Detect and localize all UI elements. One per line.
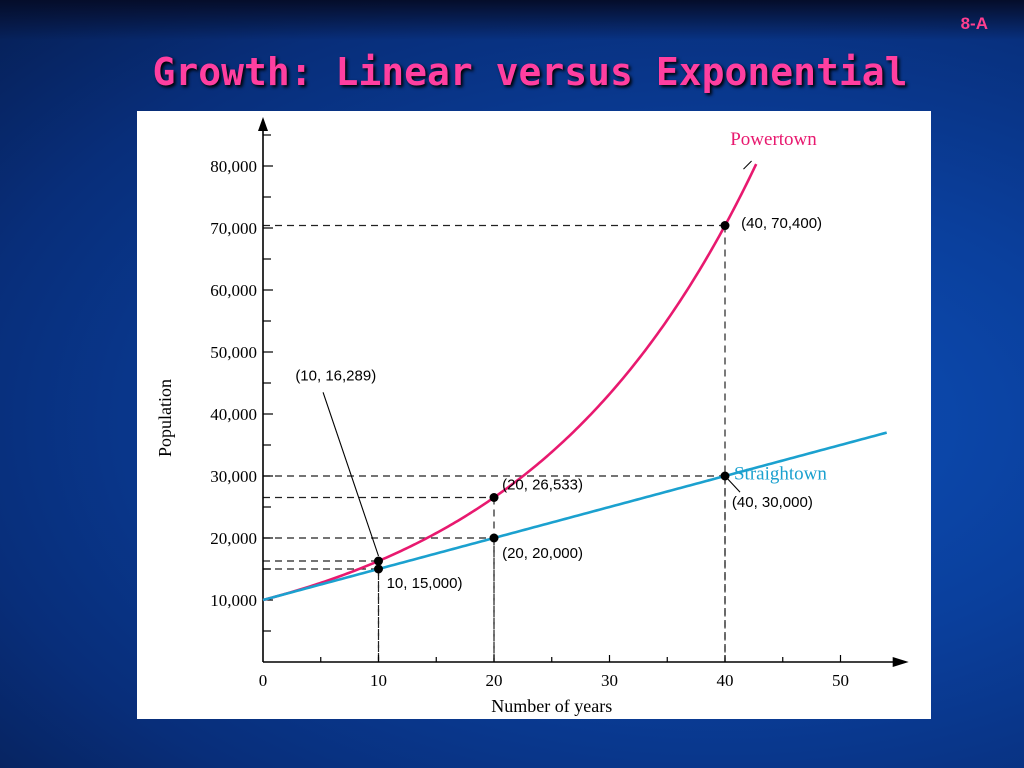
axes: 0 10 20 30 40 50 10,000 20,000 30,000 40,000 50,00…: [155, 117, 909, 716]
y-tick-label: 50,000: [210, 343, 257, 362]
series-label-powertown: Powertown: [730, 129, 817, 150]
leader-powertown: [743, 160, 752, 170]
point-label: (40, 70,400): [741, 215, 822, 232]
x-tick-label: 50: [832, 671, 849, 690]
x-tick-label: 20: [486, 671, 503, 690]
point-label-leader: [322, 392, 380, 557]
points-layer: [374, 221, 730, 574]
point-label: (10, 16,289): [295, 368, 376, 385]
data-point: [720, 471, 730, 481]
series-layer: [262, 163, 888, 602]
y-tick-label: 70,000: [210, 219, 257, 238]
x-axis-label: Number of years: [491, 696, 612, 716]
x-tick-label: 40: [717, 671, 734, 690]
y-tick-label: 80,000: [210, 157, 257, 176]
x-tick-label: 0: [259, 671, 268, 690]
slide-title: Growth: Linear versus Exponential: [152, 50, 908, 94]
x-tick-label: 30: [601, 671, 618, 690]
y-tick-label: 60,000: [210, 281, 257, 300]
y-tick-label: 10,000: [210, 591, 257, 610]
y-tick-label: 40,000: [210, 405, 257, 424]
point-label: (20, 26,533): [502, 477, 583, 494]
y-axis-label: Population: [155, 379, 175, 457]
data-point: [374, 564, 383, 574]
chart-panel: 0 10 20 30 40 50 10,000 20,000 30,000 40,000 50,00…: [137, 111, 931, 719]
y-axis-arrow: [258, 117, 268, 131]
x-axis-arrow: [892, 657, 909, 667]
series-label-straightown: Straightown: [734, 464, 827, 485]
x-tick-label: 10: [370, 671, 387, 690]
guide-lines: [263, 224, 726, 662]
y-tick-label: 20,000: [210, 529, 257, 548]
data-point: [374, 556, 383, 566]
point-label-leader: [726, 478, 741, 493]
labels-layer: Powertown Straightown (10, 16,289) 10, 15,0…: [295, 129, 827, 592]
data-point: [489, 533, 499, 543]
point-label: (20, 20,000): [502, 545, 583, 562]
growth-chart: 0 10 20 30 40 50 10,000 20,000 30,000 40,000 50,00…: [155, 117, 909, 716]
point-label: (40, 30,000): [732, 494, 813, 511]
top-band: [0, 0, 1024, 40]
slide-number: 8-A: [960, 14, 988, 33]
series-line-powertown: [262, 163, 758, 602]
data-point: [489, 492, 499, 502]
data-point: [720, 221, 730, 231]
point-label: 10, 15,000): [387, 575, 463, 592]
y-tick-label: 30,000: [210, 467, 257, 486]
series-line-straightown: [262, 431, 888, 602]
